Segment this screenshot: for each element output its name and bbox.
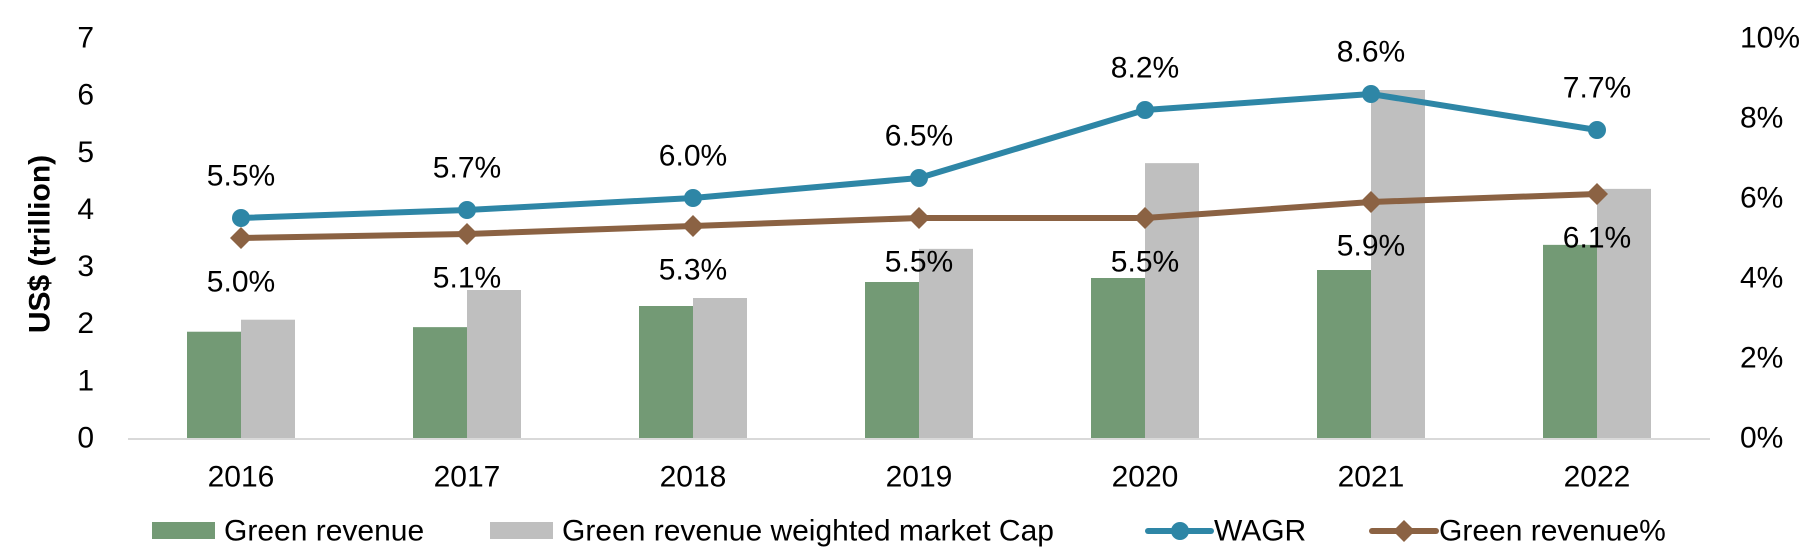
x-axis-tick-label: 2017 xyxy=(434,461,501,494)
bar-market-cap xyxy=(241,319,295,438)
x-axis-tick-label: 2019 xyxy=(886,461,953,494)
bar-market-cap xyxy=(1145,163,1199,438)
left-axis-tick-label: 3 xyxy=(77,250,94,283)
left-axis-tick-label: 2 xyxy=(77,307,94,340)
data-label-wagr: 5.7% xyxy=(433,152,501,185)
bar-green-revenue xyxy=(865,282,919,438)
legend-swatch-market-cap xyxy=(490,522,553,539)
x-axis-tick-label: 2016 xyxy=(208,461,275,494)
data-label-green-revenue-pct: 6.1% xyxy=(1563,222,1631,255)
left-axis-ticks: 0 1 2 3 4 5 6 7 xyxy=(77,22,94,455)
data-label-wagr: 6.5% xyxy=(885,120,953,153)
marker-wagr xyxy=(1588,121,1606,139)
data-label-wagr: 6.0% xyxy=(659,140,727,173)
legend-item-green-revenue[interactable]: Green revenue xyxy=(152,515,424,548)
y-axis-title: US$ (trillion) xyxy=(24,155,57,333)
legend-item-green-revenue-pct[interactable]: Green revenue% xyxy=(1369,515,1666,548)
marker-wagr xyxy=(910,169,928,187)
bar-green-revenue xyxy=(187,331,241,438)
marker-wagr xyxy=(1362,85,1380,103)
left-axis-tick-label: 5 xyxy=(77,136,94,169)
right-axis-tick-label: 10% xyxy=(1740,22,1800,55)
legend-label-market-cap: Green revenue weighted market Cap xyxy=(562,515,1054,548)
right-axis-tick-label: 6% xyxy=(1740,182,1783,215)
bar-green-revenue xyxy=(1317,270,1371,438)
legend: Green revenue Green revenue weighted mar… xyxy=(152,515,1666,548)
right-axis-tick-label: 0% xyxy=(1740,422,1783,455)
bar-market-cap xyxy=(693,298,747,438)
bar-green-revenue xyxy=(1091,278,1145,438)
x-axis-tick-label: 2020 xyxy=(1112,461,1179,494)
bar-market-cap xyxy=(1371,90,1425,438)
marker-green-revenue-pct xyxy=(1586,183,1608,205)
x-axis-ticks: 2016 2017 2018 2019 2020 2021 2022 xyxy=(208,461,1631,494)
line-markers xyxy=(230,85,1608,249)
marker-green-revenue-pct xyxy=(682,215,704,237)
left-axis-tick-label: 0 xyxy=(77,422,94,455)
bars xyxy=(187,90,1651,438)
bar-green-revenue xyxy=(1543,244,1597,438)
data-label-wagr: 8.6% xyxy=(1337,36,1405,69)
x-axis-tick-label: 2021 xyxy=(1338,461,1405,494)
x-axis-tick-label: 2022 xyxy=(1564,461,1631,494)
bar-market-cap xyxy=(1597,188,1651,438)
data-label-wagr: 7.7% xyxy=(1563,72,1631,105)
marker-green-revenue-pct xyxy=(1360,191,1382,213)
bar-green-revenue xyxy=(413,327,467,438)
right-axis-tick-label: 2% xyxy=(1740,342,1783,375)
marker-green-revenue-pct xyxy=(230,227,252,249)
data-label-green-revenue-pct: 5.5% xyxy=(1111,246,1179,279)
right-axis-tick-label: 8% xyxy=(1740,102,1783,135)
data-label-green-revenue-pct: 5.3% xyxy=(659,254,727,287)
legend-item-wagr[interactable]: WAGR xyxy=(1145,515,1306,548)
marker-wagr xyxy=(458,201,476,219)
marker-wagr xyxy=(1136,101,1154,119)
marker-green-revenue-pct xyxy=(908,207,930,229)
legend-label-wagr: WAGR xyxy=(1214,515,1306,548)
left-axis-tick-label: 4 xyxy=(77,193,94,226)
data-label-green-revenue-pct: 5.1% xyxy=(433,262,501,295)
bar-market-cap xyxy=(467,290,521,438)
legend-label-green-revenue-pct: Green revenue% xyxy=(1439,515,1666,548)
legend-label-green-revenue: Green revenue xyxy=(224,515,424,548)
data-label-green-revenue-pct: 5.9% xyxy=(1337,230,1405,263)
data-label-green-revenue-pct: 5.5% xyxy=(885,246,953,279)
data-label-green-revenue-pct: 5.0% xyxy=(207,266,275,299)
data-label-wagr: 5.5% xyxy=(207,160,275,193)
marker-green-revenue-pct xyxy=(1134,207,1156,229)
left-axis-tick-label: 1 xyxy=(77,364,94,397)
bar-market-cap xyxy=(919,248,973,438)
marker-green-revenue-pct xyxy=(456,223,478,245)
right-axis-tick-label: 4% xyxy=(1740,262,1783,295)
legend-swatch-green-revenue xyxy=(152,522,215,539)
marker-wagr xyxy=(232,209,250,227)
legend-marker-circle-icon xyxy=(1171,522,1189,540)
legend-marker-diamond-icon xyxy=(1393,520,1415,542)
left-axis-tick-label: 7 xyxy=(77,22,94,55)
right-axis-ticks: 0% 2% 4% 6% 8% 10% xyxy=(1740,22,1800,455)
data-label-wagr: 8.2% xyxy=(1111,52,1179,85)
x-axis-tick-label: 2018 xyxy=(660,461,727,494)
bar-green-revenue xyxy=(639,306,693,438)
legend-item-market-cap[interactable]: Green revenue weighted market Cap xyxy=(490,515,1054,548)
left-axis-tick-label: 6 xyxy=(77,79,94,112)
data-labels: 5.5% 5.7% 6.0% 6.5% 8.2% 8.6% 7.7% 5.0% 5.1% 5.3%… xyxy=(207,36,1631,299)
marker-wagr xyxy=(684,189,702,207)
